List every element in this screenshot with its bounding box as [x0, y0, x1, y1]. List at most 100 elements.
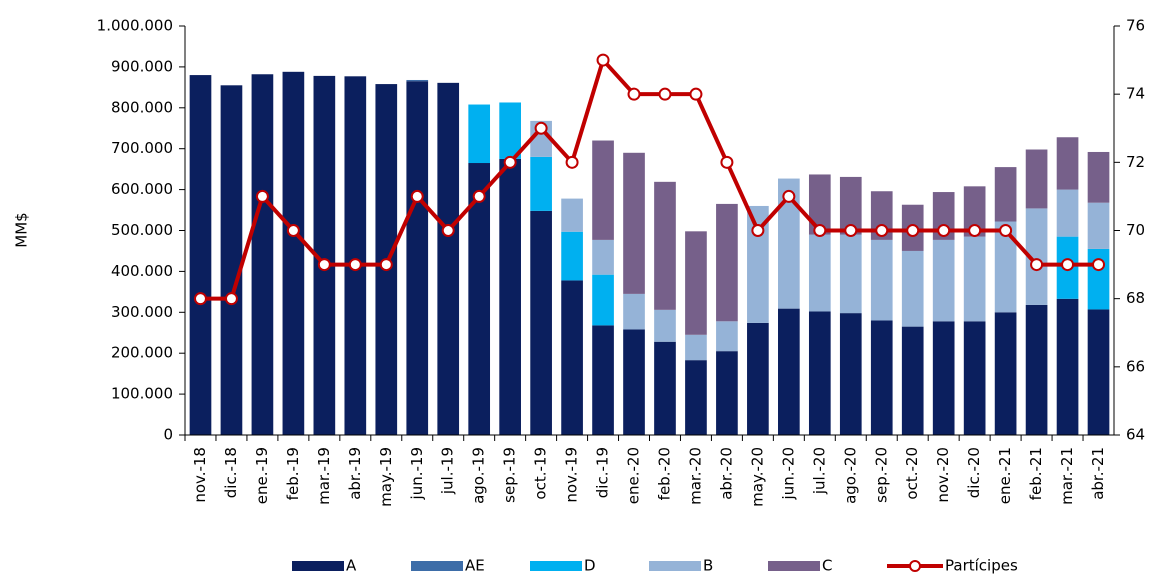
line-marker — [472, 189, 486, 203]
y2-tick-label: 66 — [1126, 357, 1145, 375]
bar-segment — [963, 321, 986, 435]
bar-segment — [716, 203, 738, 322]
bar-segment — [654, 309, 676, 342]
bar-segment — [839, 234, 862, 314]
bar-segment — [932, 239, 955, 322]
bar-segment — [623, 329, 645, 435]
x-tick-label: nov.-20 — [934, 447, 952, 503]
x-tick-label: may.-19 — [377, 447, 395, 507]
bar-segment — [530, 210, 552, 435]
line-marker — [255, 189, 269, 203]
legend-swatch — [292, 561, 344, 571]
bar-segment — [685, 360, 707, 435]
bar-segment — [808, 234, 831, 312]
y2-tick-label: 72 — [1126, 153, 1145, 171]
legend-label: D — [584, 557, 596, 575]
bar-segment — [1087, 248, 1110, 310]
bar-segment — [685, 334, 707, 361]
bar-segment — [839, 176, 862, 235]
line-marker — [1061, 258, 1075, 272]
bar-segment — [685, 231, 707, 335]
x-tick-label: ene.-20 — [625, 447, 643, 504]
bar-segment — [1087, 151, 1110, 203]
line-marker — [317, 258, 331, 272]
line-marker — [658, 87, 672, 101]
bar-segment — [901, 326, 924, 435]
bar-segment — [468, 163, 491, 435]
bar-segment — [282, 71, 305, 436]
bar-segment — [654, 181, 676, 310]
y-tick-label: 300.000 — [111, 303, 173, 321]
legend-swatch — [530, 561, 582, 571]
bar-segment — [561, 231, 583, 281]
line-marker — [596, 53, 610, 67]
y2-tick-label: 74 — [1126, 85, 1145, 103]
bar-segment — [406, 81, 429, 435]
bar-segment — [839, 313, 862, 435]
line-marker — [844, 224, 858, 237]
y-tick-label: 400.000 — [111, 262, 173, 280]
y-axis-label: MM$ — [13, 212, 31, 247]
bar-segment — [530, 156, 552, 211]
bar-segment — [561, 280, 583, 435]
bar-segment — [437, 82, 460, 435]
bar-segment — [808, 174, 831, 235]
x-tick-label: ene.-21 — [996, 447, 1014, 504]
y2-tick-label: 68 — [1126, 289, 1145, 307]
line-marker — [937, 224, 951, 237]
bar-segment — [747, 322, 769, 435]
line-marker — [565, 155, 579, 169]
x-tick-label: oct.-19 — [532, 447, 550, 500]
x-tick-label: nov.-19 — [563, 447, 581, 503]
bar-segment — [623, 293, 645, 330]
bar-segment — [994, 312, 1017, 435]
line-marker — [999, 224, 1013, 237]
legend-label: AE — [465, 557, 485, 575]
bar-segment — [1056, 137, 1079, 190]
line-marker — [503, 155, 517, 169]
x-tick-label: abr.-20 — [717, 447, 735, 500]
x-tick-label: oct.-20 — [903, 447, 921, 500]
y-tick-label: 600.000 — [111, 180, 173, 198]
y-tick-label: 0 — [163, 426, 173, 444]
bar-segment — [1087, 202, 1110, 249]
x-tick-label: mar.-19 — [315, 447, 333, 505]
bar-segment — [499, 158, 521, 436]
bar-segment — [870, 320, 893, 435]
bar-segment — [1025, 149, 1048, 209]
bar-segment — [716, 351, 738, 435]
line-marker — [782, 189, 796, 203]
x-tick-label: may.-20 — [748, 447, 766, 507]
line-marker — [751, 224, 765, 237]
bar-segment — [1056, 298, 1079, 435]
bar-segment — [1056, 189, 1079, 237]
bar-segment — [251, 74, 274, 436]
x-tick-label: feb.-20 — [655, 447, 673, 500]
x-tick-label: ago.-19 — [470, 447, 488, 504]
legend-swatch — [909, 560, 921, 572]
x-tick-label: jul.-19 — [439, 447, 457, 495]
x-tick-label: feb.-21 — [1027, 447, 1045, 500]
x-tick-label: mar.-20 — [686, 447, 704, 505]
bar-segment — [994, 221, 1017, 313]
legend-swatch — [768, 561, 820, 571]
line-marker — [193, 292, 207, 306]
bar-segment — [747, 205, 769, 323]
y-tick-label: 100.000 — [111, 385, 173, 403]
x-tick-label: jun.-19 — [408, 447, 426, 500]
bar-segment — [1087, 309, 1110, 435]
x-tick-label: ago.-20 — [841, 447, 859, 504]
legend-label: A — [346, 557, 357, 575]
bar-segment — [623, 152, 645, 294]
x-tick-label: sep.-20 — [872, 447, 890, 503]
bar-segment — [592, 140, 614, 240]
line-marker — [286, 224, 300, 237]
legend-label: B — [703, 557, 713, 575]
bar-segment — [499, 102, 521, 159]
line-marker — [813, 224, 827, 237]
x-tick-label: mar.-21 — [1058, 447, 1076, 505]
line-marker — [348, 258, 362, 272]
x-tick-label: feb.-19 — [284, 447, 302, 500]
x-tick-label: ene.-19 — [253, 447, 271, 504]
